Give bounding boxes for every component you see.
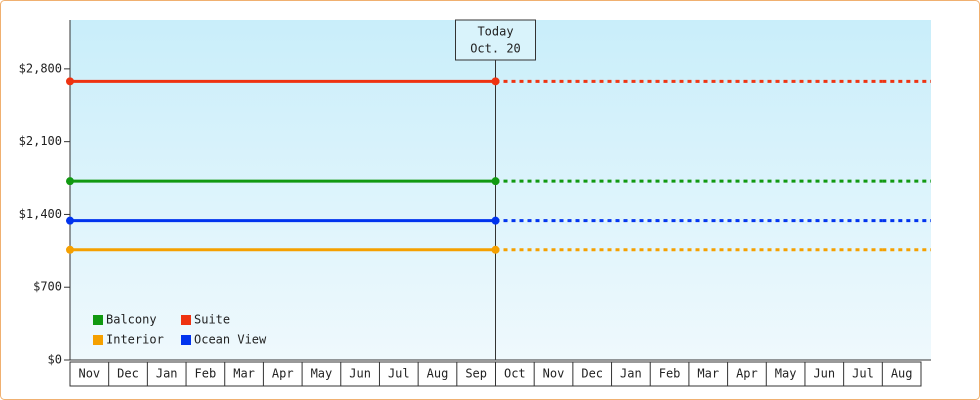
- today-box: [455, 19, 536, 61]
- series-point: [66, 177, 74, 186]
- x-tick-label: Mar: [697, 367, 719, 381]
- series-point: [66, 245, 74, 254]
- x-tick-label: May: [311, 367, 333, 381]
- x-tick-label: Nov: [78, 367, 100, 381]
- legend-label: Interior: [106, 333, 164, 347]
- x-tick-label: Aug: [427, 367, 449, 381]
- x-tick-label: Feb: [659, 367, 681, 381]
- series-point: [491, 177, 500, 186]
- x-tick-label: Apr: [272, 367, 294, 381]
- x-tick-label: Sep: [465, 367, 487, 381]
- today-label: Today: [477, 25, 513, 39]
- today-label: Oct. 20: [470, 42, 521, 56]
- x-tick-label: Jan: [156, 367, 178, 381]
- legend-label: Suite: [194, 313, 230, 327]
- x-tick-label: Jun: [349, 367, 371, 381]
- x-tick-label: Jun: [813, 367, 835, 381]
- x-tick-label: Oct: [504, 367, 526, 381]
- y-tick-label: $0: [48, 353, 62, 367]
- x-tick-label: Feb: [195, 367, 217, 381]
- y-tick-label: $2,800: [19, 61, 62, 75]
- series-point: [66, 77, 74, 86]
- legend-swatch: [181, 315, 191, 325]
- legend-label: Ocean View: [194, 333, 267, 347]
- x-tick-label: Jan: [620, 367, 642, 381]
- legend-swatch: [93, 315, 103, 325]
- x-tick-label: Aug: [891, 367, 913, 381]
- y-tick-label: $1,400: [19, 207, 62, 221]
- x-tick-label: Dec: [581, 367, 603, 381]
- series-point: [491, 77, 500, 86]
- y-tick-label: $2,100: [19, 134, 62, 148]
- x-tick-label: Mar: [233, 367, 255, 381]
- series-point: [491, 245, 500, 254]
- series-point: [66, 216, 74, 225]
- legend-swatch: [181, 335, 191, 345]
- plot-area: [70, 20, 931, 360]
- x-tick-label: Nov: [543, 367, 565, 381]
- x-tick-label: Jul: [852, 367, 874, 381]
- x-tick-label: Apr: [736, 367, 758, 381]
- series-point: [491, 216, 500, 225]
- x-tick-label: May: [775, 367, 797, 381]
- legend-label: Balcony: [106, 313, 157, 327]
- y-tick-label: $700: [33, 280, 62, 294]
- x-tick-label: Dec: [117, 367, 139, 381]
- legend-swatch: [93, 335, 103, 345]
- x-tick-label: Jul: [388, 367, 410, 381]
